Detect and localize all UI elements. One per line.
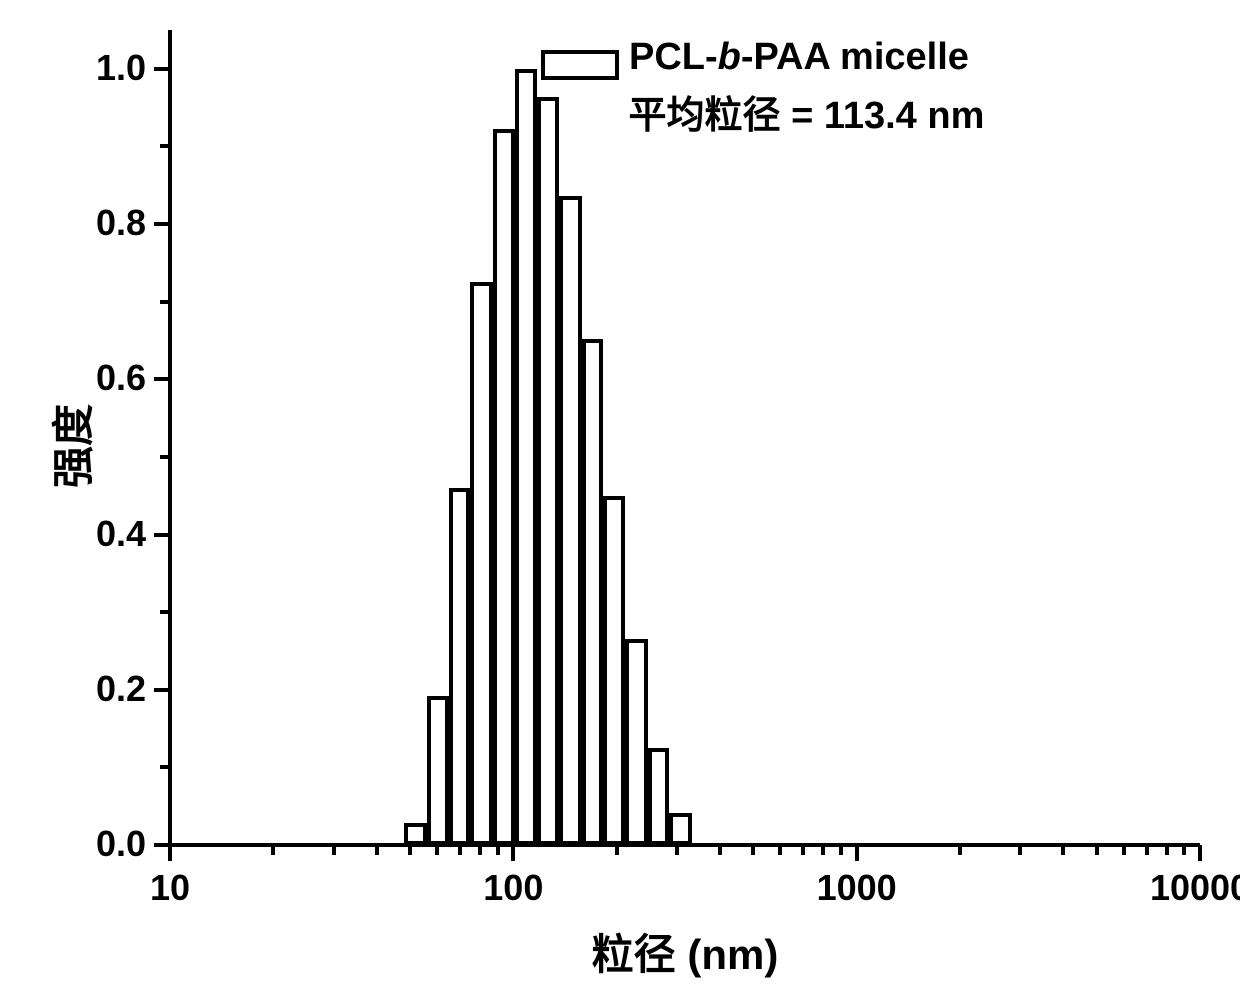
y-tick-label: 0.6: [66, 357, 146, 399]
histogram-bar: [470, 282, 492, 845]
y-major-tick: [154, 222, 170, 226]
x-major-tick: [1198, 845, 1202, 861]
legend: PCL-b-PAA micelle 平均粒径 = 113.4 nm: [541, 36, 985, 139]
histogram-bar: [559, 196, 581, 845]
x-minor-tick: [332, 845, 336, 855]
y-minor-tick: [160, 765, 170, 769]
x-minor-tick: [478, 845, 482, 855]
legend-subtitle: 平均粒径 = 113.4 nm: [629, 84, 985, 139]
x-tick-label: 100: [443, 867, 583, 909]
x-minor-tick: [375, 845, 379, 855]
x-minor-tick: [1165, 845, 1169, 855]
histogram-bar: [515, 69, 537, 845]
x-tick-label: 1000: [787, 867, 927, 909]
x-minor-tick: [839, 845, 843, 855]
histogram-bar: [537, 97, 559, 845]
x-minor-tick: [958, 845, 962, 855]
legend-entry: PCL-b-PAA micelle: [541, 36, 985, 80]
x-minor-tick: [1018, 845, 1022, 855]
x-major-tick: [168, 845, 172, 861]
histogram-bar: [582, 339, 604, 845]
plot-area: [170, 30, 1200, 845]
x-minor-tick: [778, 845, 782, 855]
x-major-tick: [855, 845, 859, 861]
x-minor-tick: [496, 845, 500, 855]
y-minor-tick: [160, 144, 170, 148]
chart-figure: 强度 粒径 (nm) PCL-b-PAA micelle 平均粒径 = 113.…: [0, 0, 1240, 987]
x-minor-tick: [271, 845, 275, 855]
x-minor-tick: [675, 845, 679, 855]
legend-label-italic: b: [718, 36, 741, 78]
x-minor-tick: [435, 845, 439, 855]
x-minor-tick: [1061, 845, 1065, 855]
y-tick-label: 1.0: [66, 47, 146, 89]
x-tick-label: 10000: [1130, 867, 1240, 909]
y-tick-label: 0.2: [66, 668, 146, 710]
y-major-tick: [154, 377, 170, 381]
x-minor-tick: [821, 845, 825, 855]
x-minor-tick: [408, 845, 412, 855]
x-axis-line: [170, 843, 1200, 847]
y-tick-label: 0.8: [66, 202, 146, 244]
y-tick-label: 0.4: [66, 513, 146, 555]
legend-label: PCL-b-PAA micelle: [629, 36, 969, 78]
x-minor-tick: [801, 845, 805, 855]
histogram-bar: [427, 696, 449, 845]
histogram-bar: [493, 129, 515, 845]
y-tick-label: 0.0: [66, 823, 146, 865]
x-minor-tick: [1122, 845, 1126, 855]
x-minor-tick: [1095, 845, 1099, 855]
histogram-bar: [625, 639, 647, 845]
x-axis-title: 粒径 (nm): [170, 921, 1200, 982]
x-minor-tick: [1145, 845, 1149, 855]
x-minor-tick: [751, 845, 755, 855]
y-minor-tick: [160, 610, 170, 614]
legend-label-pre: PCL-: [629, 36, 718, 78]
x-major-tick: [511, 845, 515, 861]
x-minor-tick: [615, 845, 619, 855]
x-minor-tick: [458, 845, 462, 855]
y-axis-line: [168, 30, 172, 845]
legend-swatch: [541, 50, 619, 80]
x-minor-tick: [718, 845, 722, 855]
y-major-tick: [154, 67, 170, 71]
histogram-bar: [404, 823, 427, 845]
histogram-bar: [669, 813, 691, 845]
y-major-tick: [154, 533, 170, 537]
histogram-bar: [648, 748, 670, 845]
y-minor-tick: [160, 455, 170, 459]
y-minor-tick: [160, 300, 170, 304]
x-minor-tick: [1182, 845, 1186, 855]
histogram-bar: [449, 488, 470, 845]
histogram-bar: [603, 496, 625, 845]
y-major-tick: [154, 843, 170, 847]
y-axis-title: 强度: [40, 403, 101, 487]
x-tick-label: 10: [100, 867, 240, 909]
legend-label-post: -PAA micelle: [741, 36, 969, 78]
y-major-tick: [154, 688, 170, 692]
